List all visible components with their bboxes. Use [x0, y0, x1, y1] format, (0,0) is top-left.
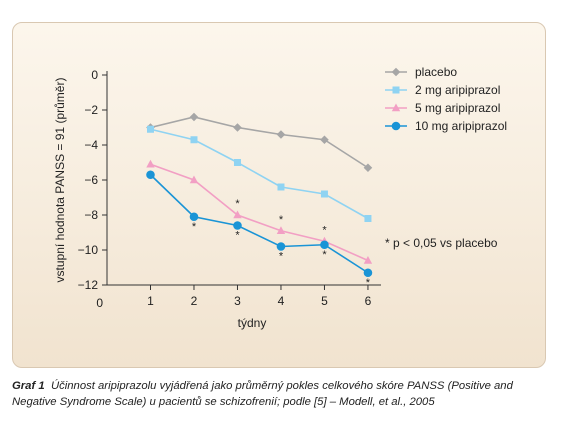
data-point: [233, 159, 241, 166]
data-point: [276, 226, 286, 235]
series-line-2: [150, 128, 369, 220]
x-tick-label: 4: [278, 294, 285, 308]
series-line-3: [150, 163, 369, 262]
y-tick-label: −6: [84, 173, 98, 187]
y-tick-label: −8: [84, 208, 98, 222]
legend-label: 2 mg aripiprazol: [415, 83, 500, 97]
data-point: [233, 221, 242, 230]
series-line-1: [150, 116, 369, 169]
significance-star: *: [235, 230, 240, 242]
data-point: [363, 163, 373, 173]
data-point: [320, 240, 329, 250]
legend-label: placebo: [415, 65, 457, 79]
y-axis-title: vstupní hodnota PANSS = 91 (průměr): [53, 78, 67, 283]
data-point: [190, 136, 198, 144]
data-point: [320, 190, 328, 198]
significance-star: *: [279, 251, 284, 263]
y-tick-label: −10: [78, 243, 99, 257]
x-tick-label: 6: [365, 294, 372, 308]
significance-star: *: [192, 221, 197, 233]
data-point: [364, 215, 372, 222]
legend-marker: [391, 67, 401, 77]
data-point: [277, 183, 285, 191]
y-tick-label: −12: [78, 278, 99, 292]
line-chart: 0 −2 −4 −6 −8 −10 −12 0 1 2 3 4 5 6 týdny vstupní hodno…: [53, 65, 507, 330]
data-point: [363, 256, 373, 264]
figure-caption: Graf 1 Účinnost aripiprazolu vyjádřená j…: [12, 378, 552, 410]
legend-label: 10 mg aripiprazol: [415, 119, 507, 133]
y-tick-label: 0: [91, 68, 98, 82]
data-point: [189, 112, 199, 122]
data-point: [276, 242, 286, 251]
caption-label: Graf 1: [12, 380, 45, 392]
x-tick-label: 1: [147, 294, 154, 308]
legend-marker: [392, 86, 400, 94]
significance-star: *: [235, 198, 240, 210]
series-line-4: [149, 174, 369, 274]
significance-star: *: [279, 214, 284, 226]
x-tick-label: 3: [234, 294, 241, 308]
caption-text: Účinnost aripiprazolu vyjádřená jako prů…: [12, 380, 513, 408]
data-point: [146, 159, 155, 168]
x-axis-title: týdny: [238, 316, 267, 330]
data-point: [189, 212, 199, 222]
data-point: [320, 135, 329, 145]
legend-marker: [391, 103, 401, 112]
data-point: [189, 175, 199, 184]
data-point: [276, 130, 286, 139]
significance-note: * p < 0,05 vs placebo: [385, 236, 498, 250]
significance-star: *: [322, 249, 327, 261]
data-point: [233, 123, 242, 132]
legend-label: 5 mg aripiprazol: [415, 101, 500, 115]
data-point: [146, 125, 154, 133]
x-tick-label: 0: [96, 296, 103, 310]
data-point: [233, 210, 242, 219]
x-tick-label: 5: [321, 294, 328, 308]
x-tick-label: 2: [191, 294, 198, 308]
data-point: [363, 268, 373, 278]
y-tick-label: −2: [84, 103, 98, 117]
data-point: [146, 170, 155, 180]
significance-star: *: [322, 224, 327, 236]
chart-panel: 0 −2 −4 −6 −8 −10 −12 0 1 2 3 4 5 6 týdny vstupní hodno…: [12, 22, 546, 368]
y-tick-label: −4: [84, 138, 98, 152]
significance-star: *: [366, 277, 371, 289]
legend-marker: [391, 121, 401, 131]
